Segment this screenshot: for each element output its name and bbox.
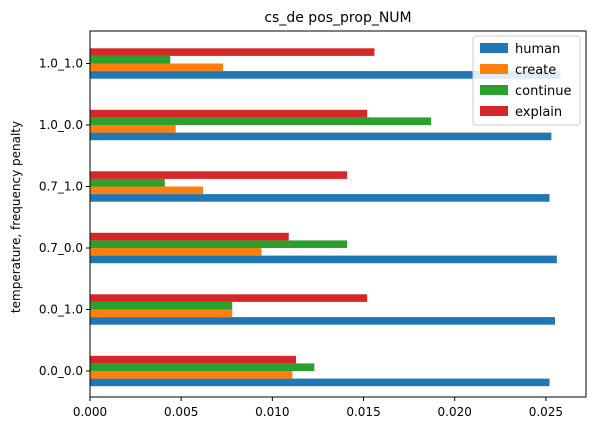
bar-create-0.7_1.0 (90, 186, 204, 195)
bar-human-1.0_0.0 (90, 132, 552, 141)
y-tick-label: 0.0_1.0 (39, 303, 83, 317)
x-tick-label: 0.015 (346, 405, 380, 419)
bar-explain-1.0_1.0 (90, 48, 375, 56)
bar-human-0.0_1.0 (90, 317, 555, 325)
legend-swatch-human (480, 43, 508, 53)
legend-box (472, 35, 581, 126)
bar-continue-1.0_1.0 (90, 55, 171, 64)
bar-continue-0.0_0.0 (90, 363, 315, 371)
y-ticks-group: 0.0_0.0 0.0_1.0 0.7_0.0 0.7_1.0 1.0_0.0 1.0_1… (39, 57, 90, 378)
y-tick-label: 0.7_1.0 (39, 180, 83, 194)
bars-group (90, 48, 561, 387)
y-tick-label: 1.0_1.0 (39, 57, 83, 71)
legend-label-continue: continue (515, 84, 572, 99)
legend-label-human: human (515, 42, 560, 57)
legend-label-explain: explain (515, 105, 562, 120)
bar-continue-0.7_1.0 (90, 178, 165, 187)
bar-continue-0.0_1.0 (90, 301, 233, 310)
legend-swatch-create (480, 64, 508, 74)
bar-human-0.7_0.0 (90, 255, 557, 264)
x-tick-label: 0.025 (529, 405, 563, 419)
x-tick-label: 0.005 (164, 405, 198, 419)
bar-explain-1.0_0.0 (90, 109, 368, 118)
bar-create-0.0_1.0 (90, 309, 233, 318)
bar-explain-0.0_1.0 (90, 294, 368, 302)
bar-continue-1.0_0.0 (90, 117, 431, 125)
y-tick-label: 1.0_0.0 (39, 118, 83, 132)
plot-frame (89, 30, 587, 398)
bar-create-0.7_0.0 (90, 248, 262, 256)
y-tick-label: 0.0_0.0 (39, 364, 83, 378)
y-axis-label: temperature, frequency penalty (9, 121, 23, 313)
x-tick-label: 0.000 (73, 405, 107, 419)
bar-human-0.7_1.0 (90, 194, 550, 202)
bar-human-0.0_0.0 (90, 378, 550, 387)
bar-create-1.0_0.0 (90, 125, 176, 133)
bar-create-1.0_1.0 (90, 63, 224, 72)
bar-explain-0.7_0.0 (90, 232, 289, 241)
legend: human create continue explain (472, 35, 581, 126)
chart-title: cs_de pos_prop_NUM (264, 10, 411, 26)
x-tick-label: 0.010 (255, 405, 289, 419)
y-tick-label: 0.7_0.0 (39, 241, 83, 255)
legend-swatch-continue (480, 85, 508, 95)
bar-continue-0.7_0.0 (90, 240, 348, 248)
x-tick-label: 0.020 (438, 405, 472, 419)
bar-explain-0.0_0.0 (90, 355, 297, 364)
bar-explain-0.7_1.0 (90, 171, 348, 179)
legend-swatch-explain (480, 106, 508, 116)
x-ticks-group: 0.000 0.005 0.010 0.015 0.020 0.025 (73, 397, 563, 419)
bar-create-0.0_0.0 (90, 371, 293, 379)
bar-human-1.0_1.0 (90, 71, 561, 79)
legend-label-create: create (515, 63, 556, 78)
